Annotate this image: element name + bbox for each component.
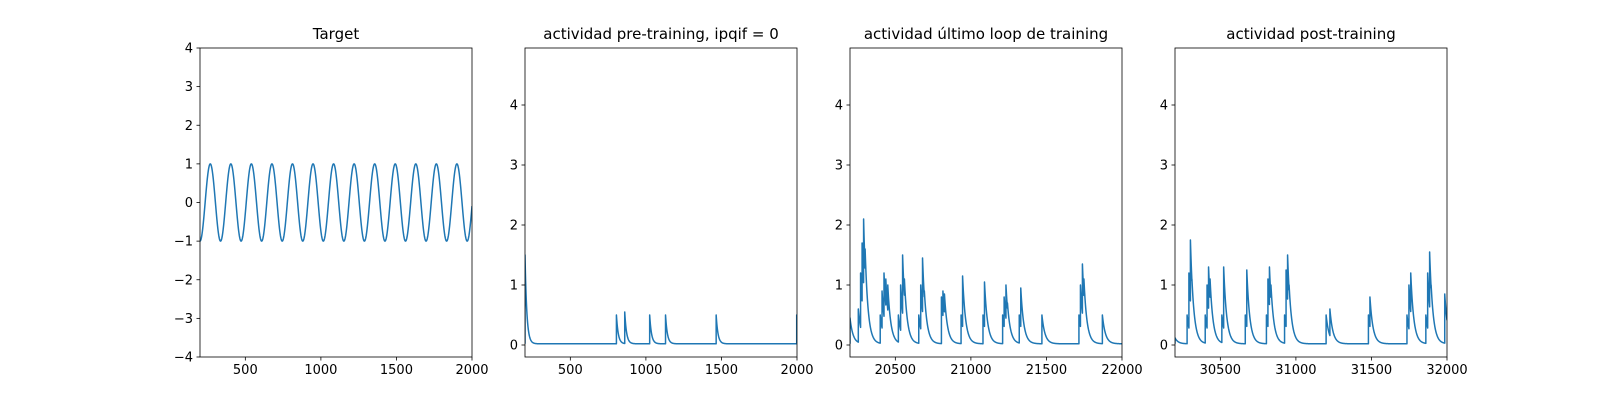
- chart-panel-3: 20500 21000 21500 22000 0 1 2 3 4 actividad últim…: [835, 25, 1143, 378]
- chart-title: actividad último loop de training: [864, 25, 1108, 43]
- y-tick-label: 3: [835, 159, 843, 174]
- series-line-1: [200, 163, 472, 242]
- y-tick-label: 2: [510, 219, 518, 234]
- series-line-1: [850, 218, 1122, 345]
- axes-frame: [849, 47, 1123, 358]
- y-tick-label: −4: [174, 351, 193, 366]
- x-tick-label: 32000: [1426, 363, 1467, 378]
- y-tick-label: 3: [510, 159, 518, 174]
- y-tick-label: 0: [1160, 339, 1168, 354]
- x-tick-label: 2000: [455, 363, 488, 378]
- chart-panel-2: 500 1000 1500 2000 0 1 2 3 4 actividad pre-traini…: [510, 25, 814, 378]
- series-line-1: [1175, 239, 1447, 345]
- x-tick-label: 500: [233, 363, 258, 378]
- x-tick-label: 21500: [1026, 363, 1067, 378]
- x-tick-label: 20500: [875, 363, 916, 378]
- x-tick-label: 31500: [1351, 363, 1392, 378]
- y-tick-label: 0: [185, 196, 193, 211]
- chart-title: actividad post-training: [1226, 25, 1395, 43]
- x-tick-label: 1500: [380, 363, 413, 378]
- y-tick-label: 2: [185, 119, 193, 134]
- y-tick-label: −3: [174, 312, 193, 327]
- chart-panel-1: 500 1000 1500 2000 −4 −3 −2 −1 0 1 2 3 4 Target: [174, 25, 489, 378]
- chart-panel-4: 30500 31000 31500 32000 0 1 2 3 4 actividad post-…: [1160, 25, 1468, 378]
- y-tick-label: 3: [1160, 159, 1168, 174]
- y-tick-label: 4: [510, 99, 518, 114]
- y-tick-label: 4: [1160, 99, 1168, 114]
- x-tick-label: 500: [558, 363, 583, 378]
- x-tick-label: 1000: [629, 363, 662, 378]
- y-tick-label: −1: [174, 235, 193, 250]
- y-tick-label: −2: [174, 273, 193, 288]
- y-tick-label: 0: [510, 339, 518, 354]
- axes-frame: [1174, 47, 1448, 358]
- chart-title: Target: [312, 25, 360, 43]
- y-tick-label: 1: [1160, 279, 1168, 294]
- y-tick-label: 4: [185, 42, 193, 57]
- axes-frame: [524, 47, 798, 358]
- y-tick-label: 1: [835, 279, 843, 294]
- y-tick-label: 1: [185, 157, 193, 172]
- y-tick-label: 2: [1160, 219, 1168, 234]
- y-tick-label: 3: [185, 80, 193, 95]
- y-tick-label: 1: [510, 279, 518, 294]
- x-tick-label: 30500: [1200, 363, 1241, 378]
- y-tick-label: 4: [835, 99, 843, 114]
- x-tick-label: 2000: [780, 363, 813, 378]
- x-tick-label: 1500: [705, 363, 738, 378]
- x-tick-label: 1000: [304, 363, 337, 378]
- series-line-1: [525, 254, 797, 345]
- y-tick-label: 2: [835, 219, 843, 234]
- x-tick-label: 31000: [1275, 363, 1316, 378]
- chart-title: actividad pre-training, ipqif = 0: [543, 25, 779, 43]
- x-tick-label: 22000: [1101, 363, 1142, 378]
- x-tick-label: 21000: [950, 363, 991, 378]
- y-tick-label: 0: [835, 339, 843, 354]
